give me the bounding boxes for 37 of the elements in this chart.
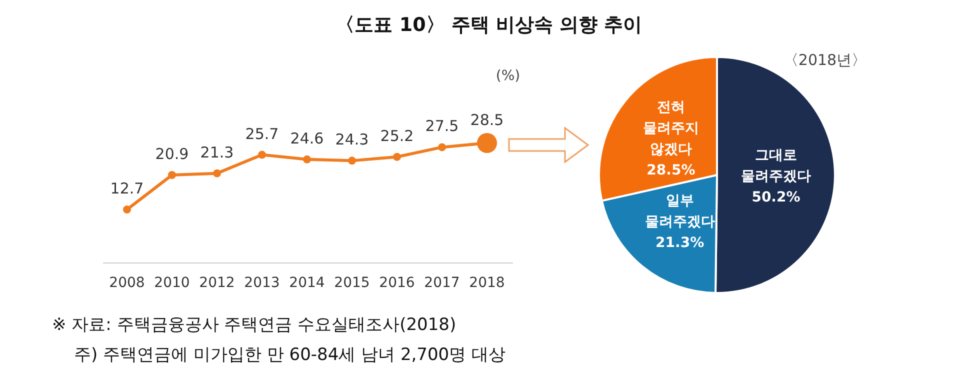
x-tick-label: 2015 <box>334 275 370 291</box>
data-label: 27.5 <box>425 117 459 136</box>
y-axis-title: (%) <box>496 68 520 84</box>
point <box>393 152 401 161</box>
data-label: 24.3 <box>335 130 369 149</box>
slice-label: 전혀 물려주지 않겠다 <box>642 100 699 158</box>
text: 주) 주택연금에 미가입한 만 60-84세 남녀 2,700명 대상 <box>74 345 506 365</box>
slice-label: 그대로 물려주겠다 <box>741 147 811 184</box>
data-label: 12.7 <box>110 180 144 198</box>
data-label: 24.6 <box>290 129 324 148</box>
x-tick-label: 2012 <box>199 275 235 291</box>
point <box>303 155 311 164</box>
data-label: 21.3% <box>656 234 704 251</box>
x-tick-label: 2016 <box>379 275 415 291</box>
point <box>438 143 446 152</box>
x-tick-label: 2010 <box>154 275 190 291</box>
x-tick-label: 2018 <box>469 275 505 291</box>
chart-title: 〈도표 10〉 주택 비상속 의향 추이 <box>336 14 642 36</box>
data-label: 28.5 <box>470 111 504 129</box>
x-tick-label: 2013 <box>244 275 280 291</box>
point <box>168 171 176 179</box>
data-label: 20.9 <box>155 145 189 163</box>
data-label: 28.5% <box>646 162 696 179</box>
text: ※ 자료: 주택금융공사 주택연금 수요실태조사(2018) <box>52 315 456 335</box>
data-label: 21.3 <box>200 143 234 162</box>
data-label: 25.7 <box>245 124 279 143</box>
data-label: 50.2% <box>752 189 800 206</box>
x-tick-label: 2017 <box>424 275 460 291</box>
x-tick-label: 2008 <box>109 275 145 291</box>
slice-label: 일부 물려주겠다 <box>644 192 715 230</box>
point <box>348 156 356 165</box>
data-label: 25.2 <box>380 126 414 145</box>
point <box>213 169 221 178</box>
chart-title: 〈2018년〉 <box>783 51 867 69</box>
point <box>258 150 266 159</box>
x-tick-label: 2014 <box>289 275 325 291</box>
point <box>123 206 131 214</box>
